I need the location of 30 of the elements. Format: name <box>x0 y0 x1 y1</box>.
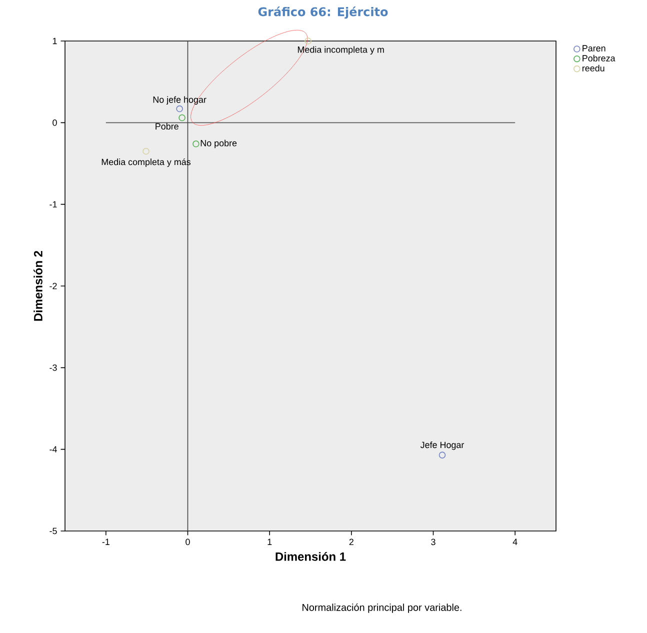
point <box>304 38 312 44</box>
chart-title: Gráfico 66: Ejército <box>258 6 388 19</box>
x-tick-label: 2 <box>349 538 354 546</box>
point <box>438 452 446 458</box>
x-tick-label: -1 <box>102 538 110 545</box>
x-axis-title: Dimensión 1 <box>276 552 346 561</box>
point <box>142 148 150 155</box>
annotation: Pobre <box>156 122 178 130</box>
legend-label: Pobreza <box>582 54 616 62</box>
point <box>178 114 186 122</box>
annotation: Jefe Hogar <box>420 442 464 450</box>
point <box>192 140 200 148</box>
y-tick-label: -1 <box>50 201 57 208</box>
legend-label: reedu <box>582 64 604 72</box>
y-tick-label: 0 <box>52 119 57 126</box>
y-tick-label: -2 <box>50 282 57 290</box>
y-axis-title: Dimensión 2 <box>34 250 42 321</box>
annotation: Media incompleta y m <box>298 46 384 55</box>
x-tick-label: 3 <box>431 538 436 546</box>
y-tick-label: -3 <box>50 364 57 371</box>
y-tick-label: -4 <box>50 446 57 452</box>
x-tick-label: 0 <box>186 538 190 546</box>
y-tick-label: -5 <box>50 528 57 534</box>
x-tick-label: 4 <box>512 538 518 545</box>
point <box>176 105 183 112</box>
text: Normalización principal por variable. <box>302 604 462 613</box>
legend-label: Paren <box>582 45 606 52</box>
annotation: No pobre <box>200 140 237 148</box>
x-tick-label: 1 <box>268 538 272 545</box>
y-tick-label: 1 <box>52 38 57 44</box>
